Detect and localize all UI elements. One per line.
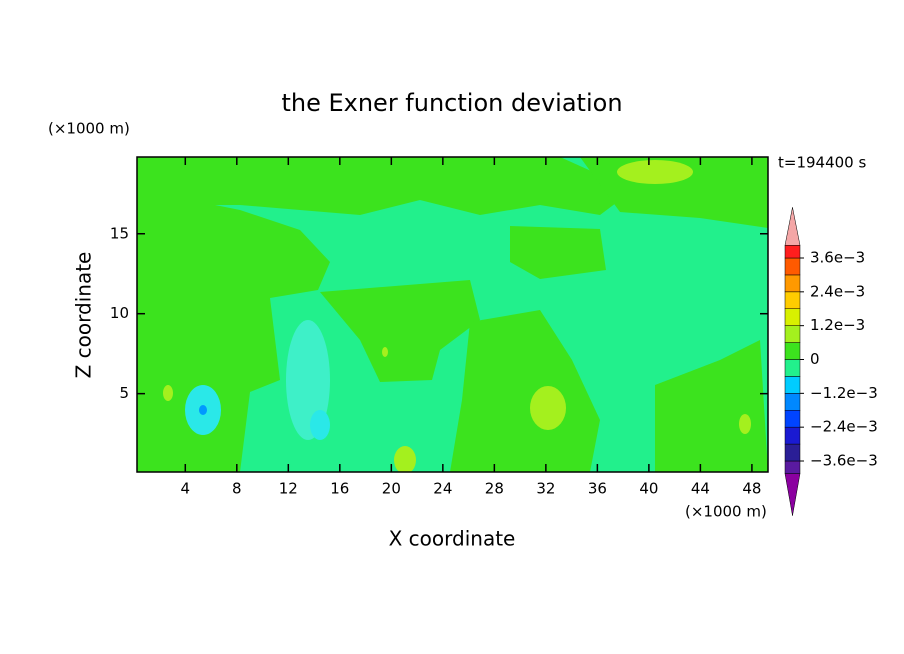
- contour-region: [310, 410, 330, 440]
- y-tick-label: 15: [110, 224, 129, 242]
- colorbar-box: [784, 410, 801, 428]
- contour-region: [530, 386, 566, 430]
- contour-field: [137, 157, 768, 472]
- colorbar-tick-label: 1.2e−3: [810, 316, 865, 334]
- x-unit: (×1000 m): [685, 503, 767, 521]
- colorbar-tick-label: 2.4e−3: [810, 282, 865, 300]
- colorbar-box: [784, 308, 801, 326]
- colorbar-tick-label: 3.6e−3: [810, 249, 865, 267]
- contour-region: [450, 310, 600, 472]
- y-unit: (×1000 m): [48, 120, 130, 138]
- colorbar-tick-label: −3.6e−3: [810, 452, 878, 470]
- time-label: t=194400 s: [778, 154, 866, 172]
- colorbar-box: [784, 359, 801, 377]
- chart-title: the Exner function deviation: [281, 89, 622, 117]
- colorbar-box: [784, 245, 801, 259]
- x-tick-label: 12: [279, 480, 298, 498]
- colorbar-box: [784, 426, 801, 445]
- x-tick-label: 24: [433, 480, 452, 498]
- contour-region: [655, 340, 768, 472]
- x-tick-label: 32: [536, 480, 555, 498]
- contour-region: [382, 347, 388, 357]
- contour-region: [739, 414, 751, 434]
- contour-region: [137, 157, 620, 215]
- colorbar-extend-high: [784, 207, 801, 246]
- colorbar-box: [784, 325, 801, 343]
- x-axis-label: X coordinate: [389, 527, 516, 551]
- contour-region: [199, 405, 207, 415]
- colorbar-box: [784, 257, 801, 276]
- x-tick-label: 20: [382, 480, 401, 498]
- colorbar-tick-label: −2.4e−3: [810, 418, 878, 436]
- y-axis-label: Z coordinate: [72, 252, 96, 379]
- x-tick-label: 8: [232, 480, 242, 498]
- contour-region: [510, 226, 606, 279]
- y-tick-label: 5: [119, 384, 129, 402]
- contour-region: [394, 446, 416, 472]
- x-tick-label: 4: [181, 480, 191, 498]
- colorbar-tick-label: 0: [810, 350, 820, 368]
- y-tick-label: 10: [110, 304, 129, 322]
- colorbar-box: [784, 376, 801, 394]
- contour-region: [617, 160, 693, 184]
- plot-frame: [136, 156, 769, 473]
- x-tick-label: 44: [691, 480, 710, 498]
- colorbar-box: [784, 393, 801, 411]
- colorbar-box: [784, 291, 801, 310]
- x-tick-label: 48: [742, 480, 761, 498]
- x-tick-label: 36: [588, 480, 607, 498]
- contour-region: [320, 280, 480, 382]
- contour-region: [163, 385, 173, 401]
- colorbar-box: [784, 274, 801, 293]
- x-tick-label: 40: [639, 480, 658, 498]
- colorbar-tick-label: −1.2e−3: [810, 384, 878, 402]
- contour-region: [286, 320, 330, 440]
- colorbar-box: [784, 460, 801, 474]
- x-tick-label: 28: [485, 480, 504, 498]
- contour-region: [137, 200, 330, 472]
- x-tick-label: 16: [330, 480, 349, 498]
- colorbar-box: [784, 443, 801, 462]
- colorbar-box: [784, 342, 801, 360]
- colorbar-extend-low: [784, 473, 801, 516]
